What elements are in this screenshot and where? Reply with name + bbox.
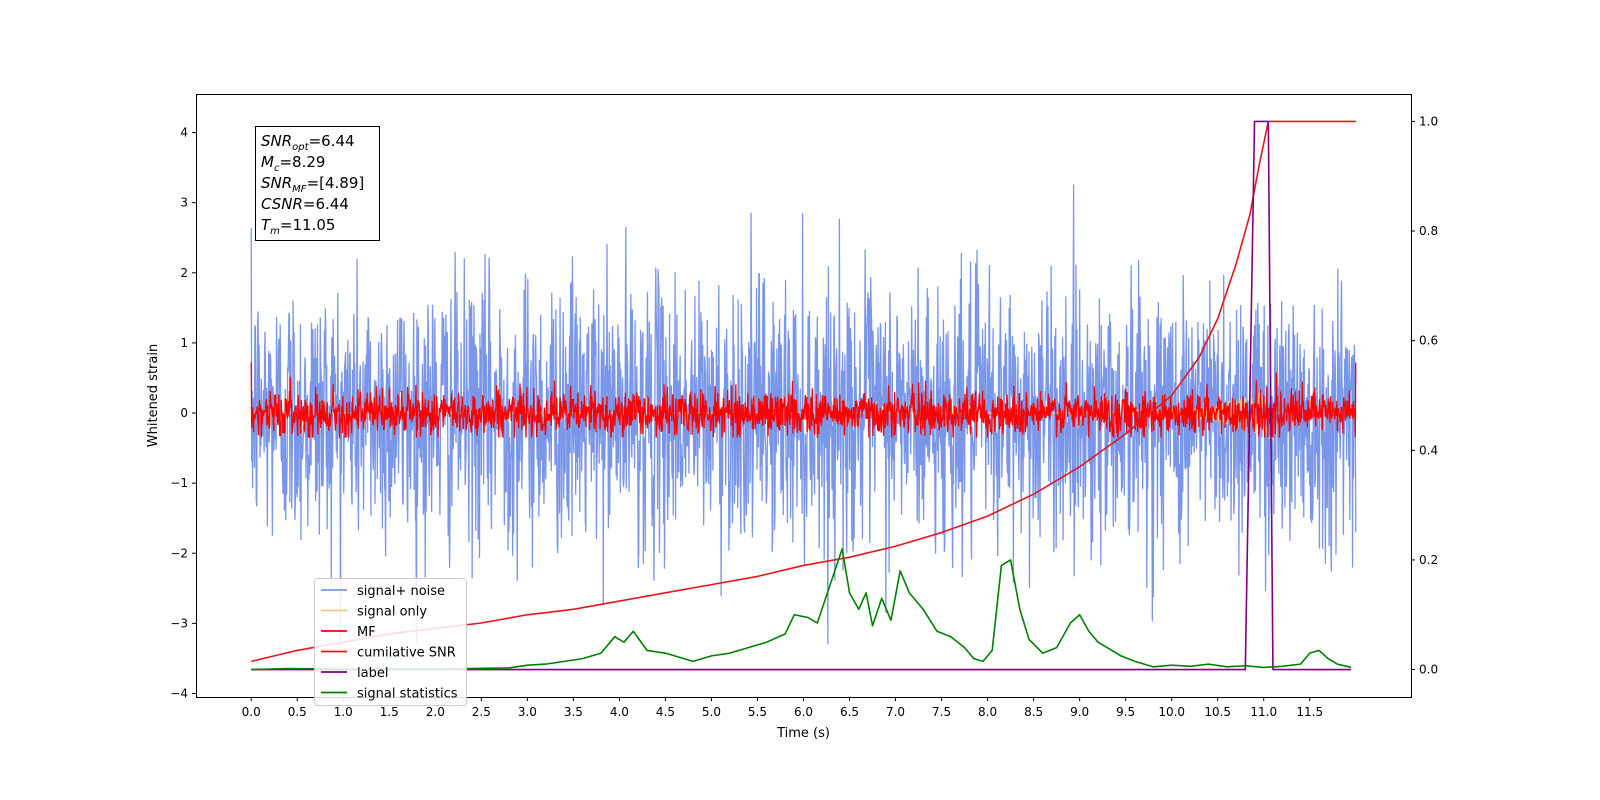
x-tick-label: 3.0: [518, 705, 537, 719]
x-tick-label: 9.0: [1070, 705, 1089, 719]
annotation-line: Tm=11.05: [261, 216, 335, 237]
x-tick-label: 11.5: [1296, 705, 1323, 719]
x-tick-label: 11.0: [1250, 705, 1277, 719]
x-tick-label: 10.0: [1158, 705, 1185, 719]
x-tick-label: 7.0: [886, 705, 905, 719]
annotation-line: SNRMF=[4.89]: [261, 174, 364, 195]
y-right-tick-label: 0.4: [1419, 443, 1438, 457]
x-tick-label: 5.0: [702, 705, 721, 719]
annotation-line: SNRopt=6.44: [261, 132, 355, 153]
x-axis: 0.0 0.5 1.0 1.5 2.0 2.5 3.0 3.5 4.0 4.5 5.0 5.5 6.0 6…: [242, 697, 1323, 719]
legend-entry: signal only: [357, 605, 427, 620]
x-tick-label: 6.0: [794, 705, 813, 719]
y-right-tick-label: 0.2: [1419, 553, 1438, 567]
y-left-tick-label: −1: [170, 476, 188, 490]
x-tick-label: 8.0: [978, 705, 997, 719]
y-left-tick-label: 1: [180, 336, 188, 350]
x-tick-label: 0.5: [288, 705, 307, 719]
x-tick-label: 1.5: [380, 705, 399, 719]
series-signal-statistics: [251, 548, 1352, 671]
y-right-tick-label: 0.0: [1419, 663, 1438, 677]
y-right-tick-label: 0.8: [1419, 224, 1438, 238]
y-right-tick-label: 0.6: [1419, 334, 1438, 348]
y-left-tick-label: −2: [170, 546, 188, 560]
y-axis-right: 0.0 0.2 0.4 0.6 0.8 1.0: [1411, 114, 1438, 677]
legend-entry: signal+ noise: [357, 584, 445, 599]
y-axis-label: Whitened strain: [146, 344, 161, 447]
y-left-tick-label: 0: [180, 406, 188, 420]
x-tick-label: 7.5: [932, 705, 951, 719]
legend-entry: label: [357, 666, 388, 681]
y-right-tick-label: 1.0: [1419, 114, 1438, 128]
x-tick-label: 4.5: [656, 705, 675, 719]
series-label: [251, 120, 1352, 671]
y-left-tick-label: −4: [170, 686, 188, 700]
x-tick-label: 1.0: [334, 705, 353, 719]
y-left-tick-label: 2: [180, 266, 188, 280]
x-tick-label: 3.5: [564, 705, 583, 719]
annotation-frame: [255, 126, 380, 241]
y-left-tick-label: 4: [180, 126, 188, 140]
x-tick-label: 0.0: [242, 705, 261, 719]
series-signal-noise: [250, 184, 1357, 645]
legend-frame: [314, 578, 467, 706]
legend-entry: MF: [357, 625, 376, 640]
y-left-tick-label: 3: [180, 196, 188, 210]
annotation-line: Mc=8.29: [261, 153, 325, 174]
x-axis-label: Time (s): [776, 726, 830, 741]
x-tick-label: 10.5: [1204, 705, 1231, 719]
x-tick-label: 2.0: [426, 705, 445, 719]
x-tick-label: 6.5: [840, 705, 859, 719]
series-cumilative-snr: [251, 120, 1356, 663]
annotation-line: CSNR=6.44: [261, 195, 349, 213]
y-axis-left: −4 −3 −2 −1 0 1 2 3 4: [170, 126, 196, 700]
legend-entry: signal statistics: [357, 687, 458, 702]
x-tick-label: 4.0: [610, 705, 629, 719]
x-tick-label: 8.5: [1024, 705, 1043, 719]
legend-entry: cumilative SNR: [357, 646, 456, 661]
y-left-tick-label: −3: [170, 616, 188, 630]
x-tick-label: 9.5: [1116, 705, 1135, 719]
x-tick-label: 2.5: [472, 705, 491, 719]
x-tick-label: 5.5: [748, 705, 767, 719]
legend: signal+ noise signal only MF cumilative SNR…: [314, 578, 467, 706]
series-mf: [250, 362, 1357, 438]
series-layer: [250, 120, 1357, 671]
